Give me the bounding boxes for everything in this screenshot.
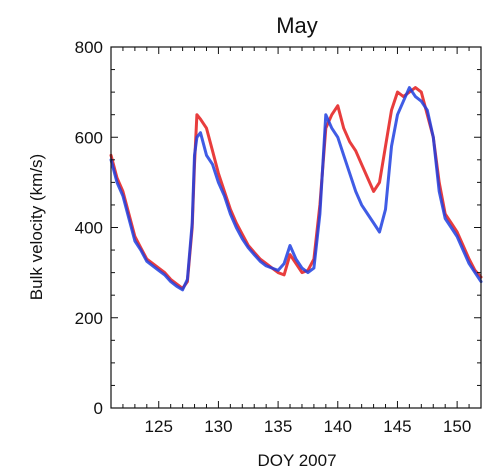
x-tick-label: 150 [443, 417, 471, 436]
x-tick-label: 140 [324, 417, 352, 436]
x-tick-label: 135 [264, 417, 292, 436]
y-tick-label: 200 [75, 309, 103, 328]
x-tick-label: 125 [145, 417, 173, 436]
x-tick-label: 130 [204, 417, 232, 436]
y-tick-label: 0 [94, 399, 103, 418]
x-axis-title: DOY 2007 [257, 451, 336, 470]
axis-ticks: 0 200 400 600 800 125 130 135 140 145 150 [75, 38, 482, 436]
series-line-2 [109, 86, 483, 292]
plot-frame [110, 46, 482, 409]
y-axis-title: Bulk velocity (km/s) [27, 154, 46, 300]
y-tick-label: 600 [75, 128, 103, 147]
series-line-1 [109, 86, 483, 290]
y-tick-label: 800 [75, 38, 103, 57]
chart-title: May [276, 13, 318, 38]
y-tick-label: 400 [75, 219, 103, 238]
x-tick-label: 145 [383, 417, 411, 436]
plot-area [109, 86, 483, 292]
